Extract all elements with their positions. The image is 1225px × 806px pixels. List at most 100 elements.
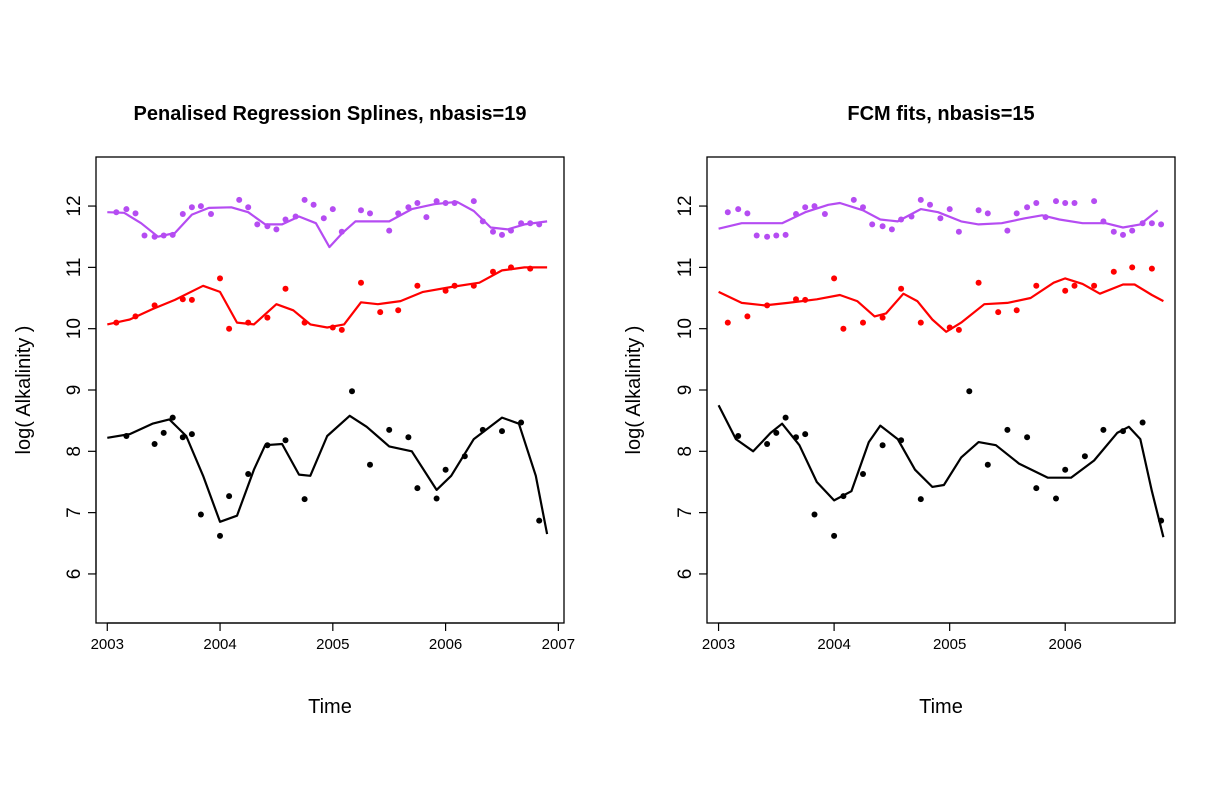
data-point-series-2 [1158,517,1165,524]
data-point-series-2 [499,428,505,435]
data-point-series-2 [1004,426,1011,433]
data-point-series-0 [927,201,933,208]
data-point-series-2 [984,461,991,468]
data-point-series-0 [1013,210,1020,217]
data-point-series-0 [236,196,243,203]
data-point-series-0 [358,207,364,214]
data-point-series-2 [405,434,412,441]
data-point-series-0 [508,227,514,234]
data-point-series-0 [1024,204,1031,211]
data-point-series-1 [113,319,120,326]
data-point-series-0 [1100,218,1107,225]
data-point-series-2 [518,419,525,426]
data-point-series-0 [451,200,458,206]
data-point-series-1 [802,296,809,303]
data-point-series-1 [879,314,886,321]
data-point-series-2 [169,414,176,421]
data-point-series-0 [782,231,789,238]
data-point-series-2 [461,453,468,460]
y-tick-label: 10 [64,318,85,339]
data-point-series-2 [123,433,130,439]
data-point-series-1 [793,296,799,303]
data-point-series-0 [292,213,299,220]
data-point-series-0 [1042,214,1049,221]
y-tick-label: 11 [64,258,85,278]
data-point-series-0 [946,206,953,213]
data-point-series-0 [367,210,373,217]
data-point-series-2 [831,532,838,539]
data-point-series-2 [414,485,421,492]
data-point-series-0 [764,233,771,240]
data-point-series-2 [479,426,486,433]
data-point-series-2 [151,441,158,447]
x-axis-label: Time [919,696,963,718]
data-point-series-1 [831,275,838,282]
data-point-series-0 [821,211,828,217]
data-point-series-1 [301,319,308,326]
data-point-series-2 [860,471,866,477]
y-tick-label: 6 [675,569,696,580]
data-point-series-0 [917,196,924,203]
data-point-series-0 [773,232,780,239]
chart-title: FCM fits, nbasis=15 [847,103,1034,125]
data-point-series-1 [955,326,962,333]
data-point-series-2 [1024,434,1031,441]
data-point-series-1 [132,313,139,320]
data-point-series-2 [179,434,186,441]
data-point-series-0 [724,209,731,216]
data-point-series-0 [320,215,327,222]
data-point-series-0 [160,232,167,239]
data-point-series-2 [433,495,440,502]
data-point-series-0 [310,201,317,208]
data-point-series-0 [423,214,430,221]
data-point-series-0 [132,210,139,217]
data-point-series-2 [264,442,271,449]
data-point-series-1 [217,275,223,282]
data-point-series-2 [735,433,742,439]
data-point-series-0 [470,198,477,205]
plot-marks: 2003 2004 2005 2006 6 7 8 9 10 11 12 [675,195,1165,653]
y-axis-label: log( Alkalinity ) [623,326,645,455]
data-point-series-2 [217,532,223,539]
data-point-series-0 [490,228,496,235]
data-point-series-2 [536,517,543,524]
data-point-series-2 [811,511,818,518]
data-point-series-1 [1129,264,1136,271]
chart-panel-regression-splines: Penalised Regression Splines, nbasis=19 … [13,103,575,718]
data-point-series-0 [744,210,751,217]
data-point-series-0 [123,206,130,213]
data-point-series-0 [208,211,214,217]
data-point-series-1 [1148,265,1155,272]
data-point-series-2 [966,388,973,395]
data-point-series-1 [1013,307,1020,314]
data-point-series-0 [955,228,962,235]
y-tick-label: 12 [675,195,696,216]
data-point-series-2 [367,461,373,468]
data-point-series-1 [329,324,336,331]
data-point-series-2 [764,441,771,447]
data-point-series-1 [995,309,1002,316]
data-point-series-0 [301,196,308,203]
data-point-series-0 [1033,200,1040,206]
data-point-series-0 [179,211,186,217]
data-point-series-1 [1091,282,1098,289]
data-point-series-1 [179,296,186,303]
data-point-series-0 [937,215,944,222]
fit-curve-series-1 [718,277,1164,333]
x-tick-label: 2005 [316,636,349,653]
data-point-series-0 [898,216,905,223]
x-tick-label: 2005 [933,636,966,653]
y-tick-label: 8 [675,446,696,457]
data-point-series-2 [1081,453,1088,460]
data-point-series-2 [793,434,799,441]
data-point-series-1 [898,285,905,292]
y-tick-label: 7 [64,507,85,518]
y-tick-label: 11 [675,258,696,278]
data-point-series-0 [1091,198,1098,205]
data-point-series-2 [879,442,886,449]
data-point-series-0 [273,226,280,233]
data-point-series-0 [1158,221,1165,228]
data-point-series-1 [724,319,731,326]
chart-panel-fcm-fits: FCM fits, nbasis=15 Time log( Alkalinity… [623,103,1176,718]
data-point-series-2 [197,511,204,518]
